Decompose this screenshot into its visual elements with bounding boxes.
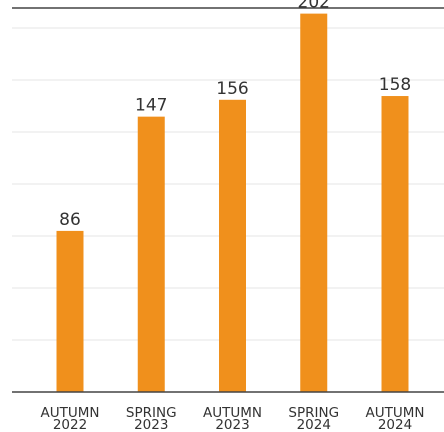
bar-value-label: 147 (135, 96, 167, 116)
x-tick-label: AUTUMN 2022 (41, 405, 100, 432)
x-tick-label-line: 2023 (215, 417, 249, 432)
x-tick-label-line: AUTUMN (366, 405, 425, 421)
bar-value-label: 86 (59, 210, 81, 230)
x-tick-label-line: 2022 (53, 417, 87, 432)
x-tick-label-line: AUTUMN (41, 405, 100, 421)
bar (381, 96, 409, 392)
x-tick-label-line: 2024 (297, 417, 331, 432)
bar (300, 13, 328, 393)
x-tick-label-line: AUTUMN (203, 405, 262, 421)
bar (56, 230, 84, 392)
x-tick-label: AUTUMN 2023 (203, 405, 262, 432)
x-tick-label: SPRING 2023 (126, 405, 177, 432)
x-tick-label: SPRING 2024 (288, 405, 339, 432)
x-tick-label: AUTUMN 2024 (366, 405, 425, 432)
x-tick-label-line: SPRING (126, 405, 177, 421)
x-tick-label-line: 2024 (378, 417, 412, 432)
bars-group (56, 13, 409, 393)
bar (137, 116, 165, 392)
bar-value-label: 202 (298, 0, 330, 13)
x-tick-label-line: SPRING (288, 405, 339, 421)
data-labels-group: 86 147 156 202 158 (59, 0, 411, 230)
bar-value-label: 156 (216, 79, 248, 99)
x-tick-label-line: 2023 (134, 417, 168, 432)
bar-value-label: 158 (379, 75, 411, 95)
bar (219, 99, 246, 392)
